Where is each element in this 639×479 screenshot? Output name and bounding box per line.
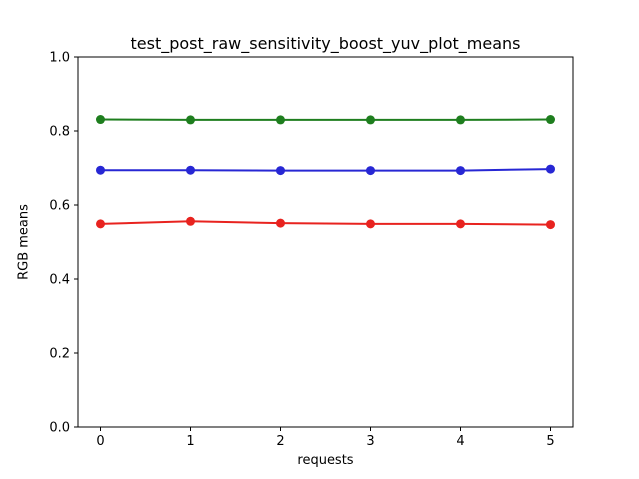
x-tick-label: 2 — [276, 434, 284, 449]
data-point-marker-green — [186, 115, 195, 125]
data-point-marker-green — [366, 115, 375, 125]
y-tick-label: 0.8 — [49, 125, 70, 140]
data-point-marker-blue — [456, 166, 465, 176]
y-tick-label: 0.6 — [49, 199, 70, 214]
x-tick-label: 5 — [546, 434, 554, 449]
data-point-marker-green — [96, 115, 105, 125]
data-point-marker-green — [456, 115, 465, 125]
x-tick-label: 1 — [186, 434, 194, 449]
y-tick-label: 1.0 — [49, 51, 70, 66]
data-point-marker-green — [276, 115, 285, 125]
x-axis-label: requests — [297, 453, 354, 468]
data-point-marker-blue — [366, 166, 375, 176]
y-tick-label: 0.0 — [49, 421, 70, 436]
x-tick-label: 0 — [96, 434, 104, 449]
data-point-marker-red — [96, 219, 105, 229]
series-line-blue — [99, 168, 552, 172]
y-tick-label: 0.4 — [49, 273, 70, 288]
data-point-marker-blue — [186, 165, 195, 175]
series-line-red — [99, 220, 552, 226]
data-point-marker-red — [546, 220, 555, 230]
y-axis-label: RGB means — [16, 204, 32, 280]
x-tick-label: 4 — [456, 434, 464, 449]
data-point-marker-red — [186, 216, 195, 226]
plot-frame — [77, 56, 574, 428]
x-tick-label: 3 — [366, 434, 374, 449]
data-point-marker-green — [546, 115, 555, 125]
data-point-marker-red — [456, 219, 465, 229]
chart-title: test_post_raw_sensitivity_boost_yuv_plot… — [130, 34, 521, 53]
y-tick-label: 0.2 — [49, 347, 70, 362]
data-point-marker-red — [366, 219, 375, 229]
data-point-marker-blue — [546, 164, 555, 174]
data-point-marker-blue — [96, 165, 105, 175]
data-point-marker-blue — [276, 166, 285, 176]
data-point-marker-red — [276, 218, 285, 228]
